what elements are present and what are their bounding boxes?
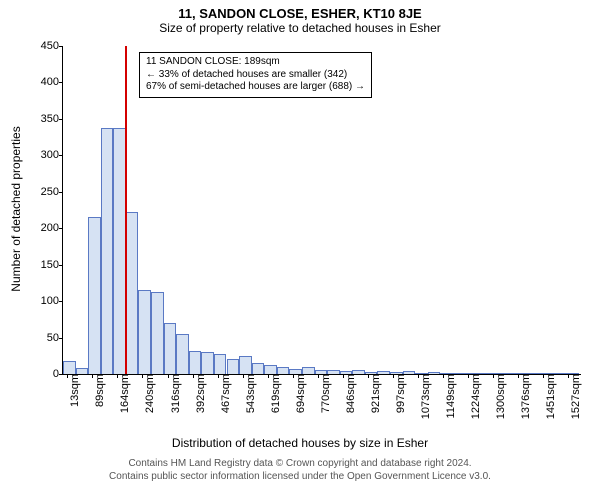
chart-title: 11, SANDON CLOSE, ESHER, KT10 8JE [0,0,600,21]
x-tick-label: 997sqm [393,374,407,413]
y-tick-mark [59,82,63,83]
histogram-bar [189,351,202,374]
property-marker-line [125,46,127,374]
histogram-bar [88,217,101,374]
annotation-line: 11 SANDON CLOSE: 189sqm [146,56,365,69]
y-tick-mark [59,46,63,47]
histogram-bar [277,367,290,374]
x-tick-label: 1451sqm [543,374,557,419]
chart-footer: Contains HM Land Registry data © Crown c… [0,458,600,483]
x-tick-label: 1300sqm [493,374,507,419]
x-tick-label: 1149sqm [443,374,457,418]
x-tick-label: 164sqm [117,374,131,413]
x-tick-label: 921sqm [368,374,382,413]
y-tick-mark [59,228,63,229]
histogram-bar [151,292,164,374]
chart-subtitle: Size of property relative to detached ho… [0,21,600,35]
histogram-bar [164,323,177,374]
x-tick-label: 89sqm [92,374,106,407]
histogram-bar [252,363,265,374]
x-tick-label: 240sqm [142,374,156,413]
x-tick-label: 467sqm [218,374,232,413]
x-tick-label: 13sqm [67,374,81,407]
histogram-bar [302,367,315,374]
x-axis-label: Distribution of detached houses by size … [0,436,600,450]
x-tick-label: 1073sqm [418,374,432,419]
x-tick-label: 543sqm [243,374,257,413]
y-tick-mark [59,338,63,339]
x-tick-label: 392sqm [193,374,207,413]
annotation-box: 11 SANDON CLOSE: 189sqm← 33% of detached… [139,52,372,98]
histogram-bar [63,361,76,374]
x-tick-label: 1224sqm [468,374,482,419]
y-tick-mark [59,155,63,156]
annotation-line: ← 33% of detached houses are smaller (34… [146,69,365,82]
histogram-bar [126,212,139,374]
histogram-bar [138,290,151,374]
x-tick-label: 316sqm [168,374,182,413]
x-tick-label: 846sqm [343,374,357,413]
footer-line-1: Contains HM Land Registry data © Crown c… [0,458,600,471]
y-tick-mark [59,301,63,302]
y-tick-mark [59,119,63,120]
x-tick-label: 619sqm [268,374,282,413]
histogram-bar [227,359,240,374]
x-tick-label: 1376sqm [518,374,532,419]
histogram-bar [239,356,252,374]
y-axis-label: Number of detached properties [9,109,23,309]
x-tick-label: 770sqm [318,374,332,413]
histogram-bar [214,354,227,374]
histogram-bar [101,128,114,374]
annotation-line: 67% of semi-detached houses are larger (… [146,81,365,94]
histogram-bar [201,352,214,374]
histogram-bar [176,334,189,374]
x-tick-label: 694sqm [293,374,307,413]
plot-area: 05010015020025030035040045013sqm89sqm164… [62,46,581,375]
y-tick-mark [59,374,63,375]
x-tick-label: 1527sqm [568,374,582,419]
footer-line-2: Contains public sector information licen… [0,471,600,484]
y-tick-mark [59,192,63,193]
histogram-bar [264,365,277,374]
y-tick-mark [59,265,63,266]
